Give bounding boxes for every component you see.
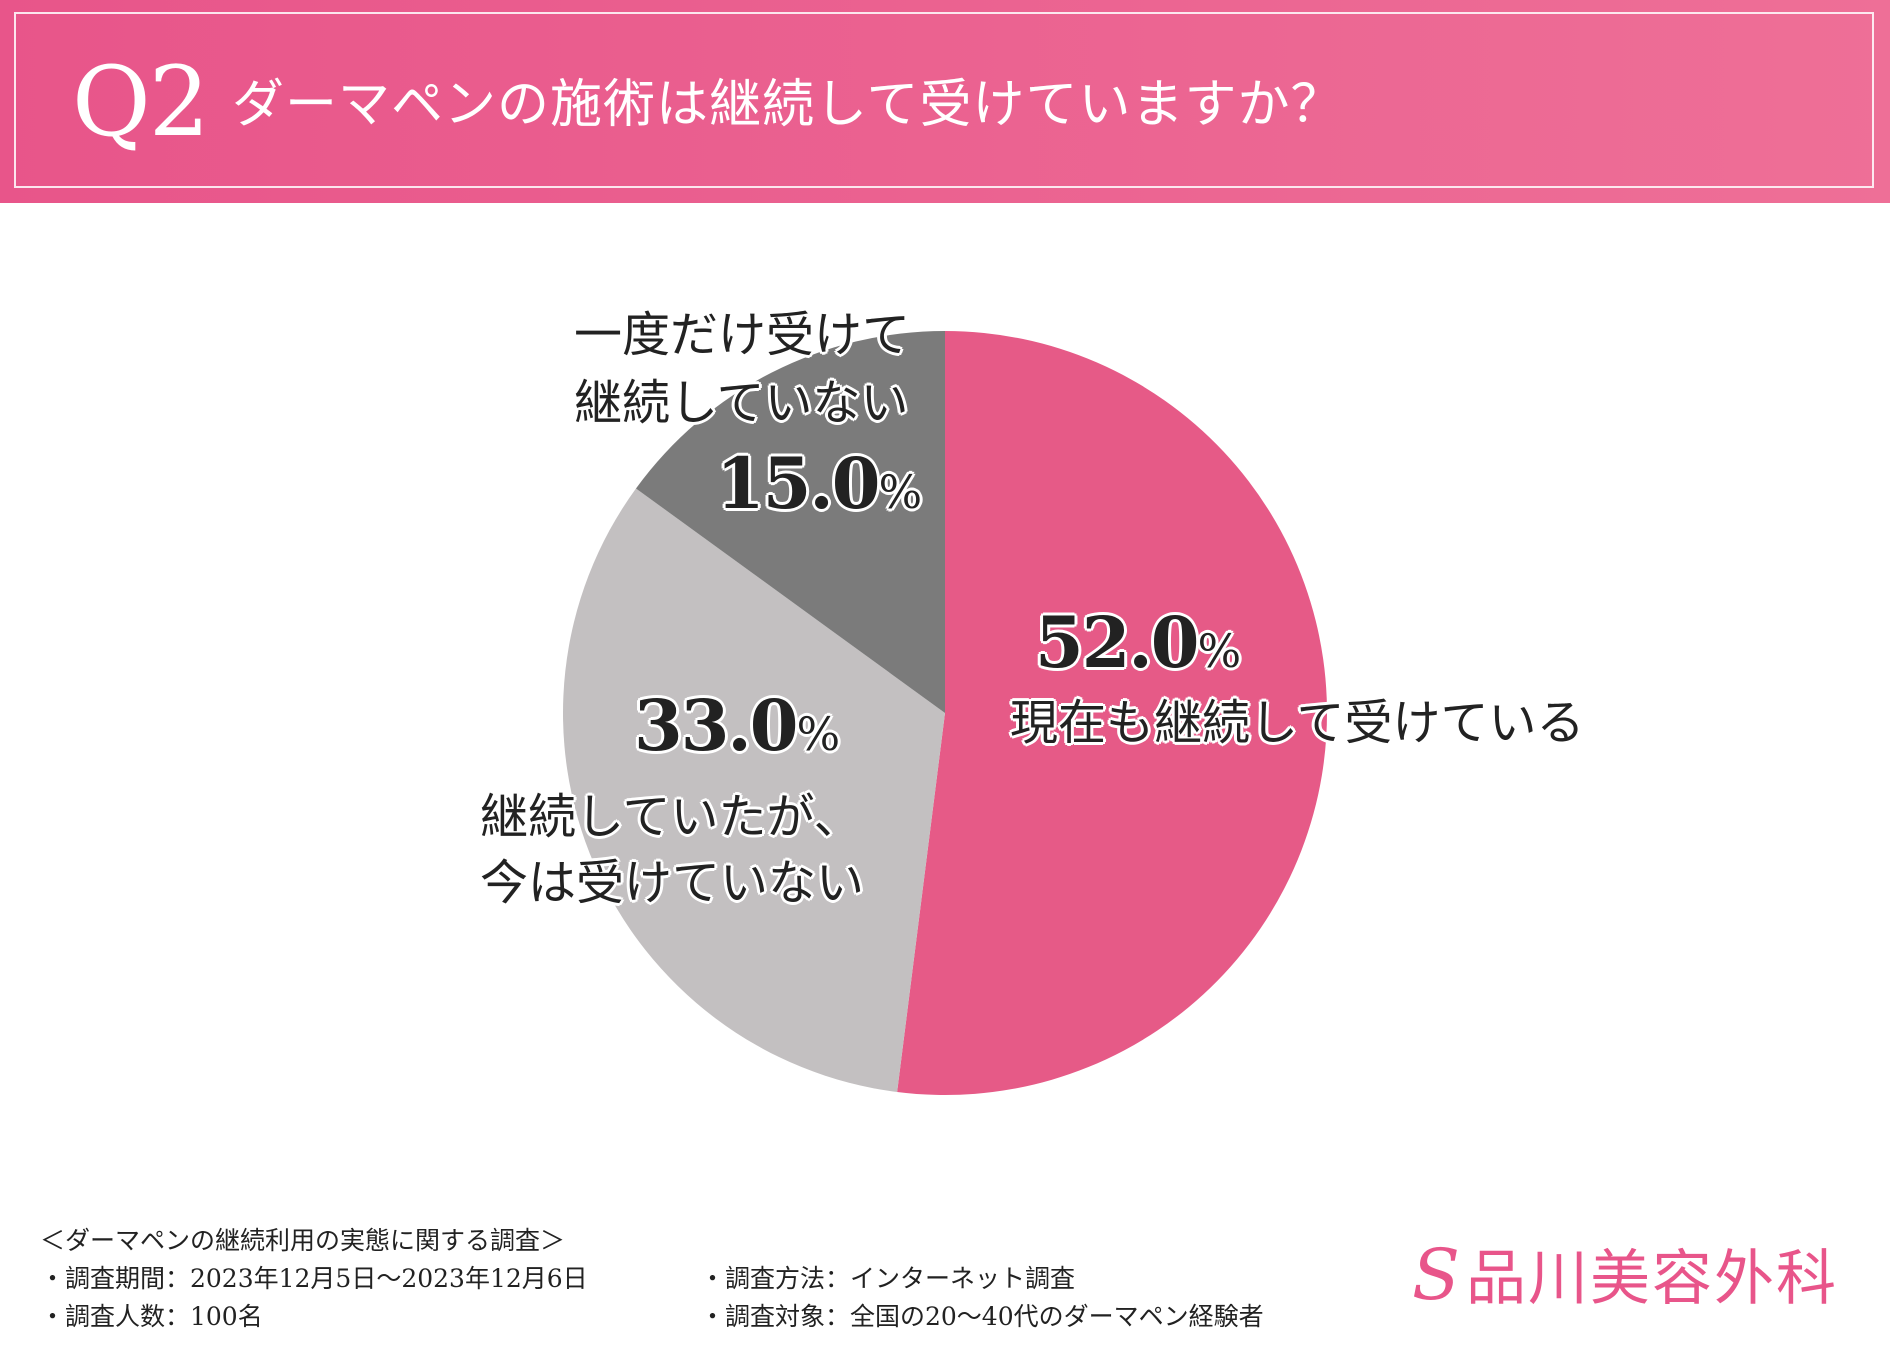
question-number: Q2: [72, 46, 210, 158]
survey-respondents: ・調査人数：100名: [40, 1302, 263, 1331]
brand-name: 品川美容外科: [1465, 1244, 1838, 1314]
header-frame: [14, 12, 1874, 188]
survey-period: ・調査期間：2023年12月5日～2023年12月6日: [40, 1264, 588, 1293]
pie-slice-stopped-after-continuing: [563, 488, 945, 1092]
slice-label-only-once-line1: 一度だけ受けて: [574, 307, 911, 363]
survey-title: ＜ダーマペンの継続利用の実態に関する調査＞: [40, 1226, 566, 1255]
survey-info-right: ・調査方法：インターネット調査 ・調査対象：全国の20～40代のダーマペン経験者: [700, 1260, 1264, 1336]
slice-value-stopped-after-continuing: 33.0%: [634, 684, 841, 767]
header-banner: Q2 ダーマペンの施術は継続して受けていますか？: [0, 0, 1890, 203]
pie-chart: [563, 331, 1327, 1095]
slice-label-currently-continuing: 現在も継続して受けている: [1010, 695, 1585, 751]
slice-label-only-once-line2: 継続していない: [574, 375, 909, 431]
brand-logo: S品川美容外科: [1412, 1235, 1838, 1319]
pie-slice-only-once: [635, 331, 945, 713]
question-text: ダーマペンの施術は継続して受けていますか？: [232, 75, 1344, 135]
slice-value-currently-continuing: 52.0%: [1035, 601, 1242, 684]
survey-target: ・調査対象：全国の20～40代のダーマペン経験者: [700, 1302, 1264, 1331]
pie-slice-currently-continuing: [897, 331, 1327, 1095]
slice-label-stopped-line2: 今は受けていない: [480, 855, 865, 911]
slice-label-stopped-line1: 継続していたが、: [480, 789, 862, 845]
brand-mark-icon: S: [1412, 1234, 1462, 1316]
survey-info: ＜ダーマペンの継続利用の実態に関する調査＞ ・調査期間：2023年12月5日～2…: [40, 1222, 588, 1336]
slice-value-only-once: 15.0%: [716, 442, 923, 525]
survey-method: ・調査方法：インターネット調査: [700, 1264, 1076, 1293]
